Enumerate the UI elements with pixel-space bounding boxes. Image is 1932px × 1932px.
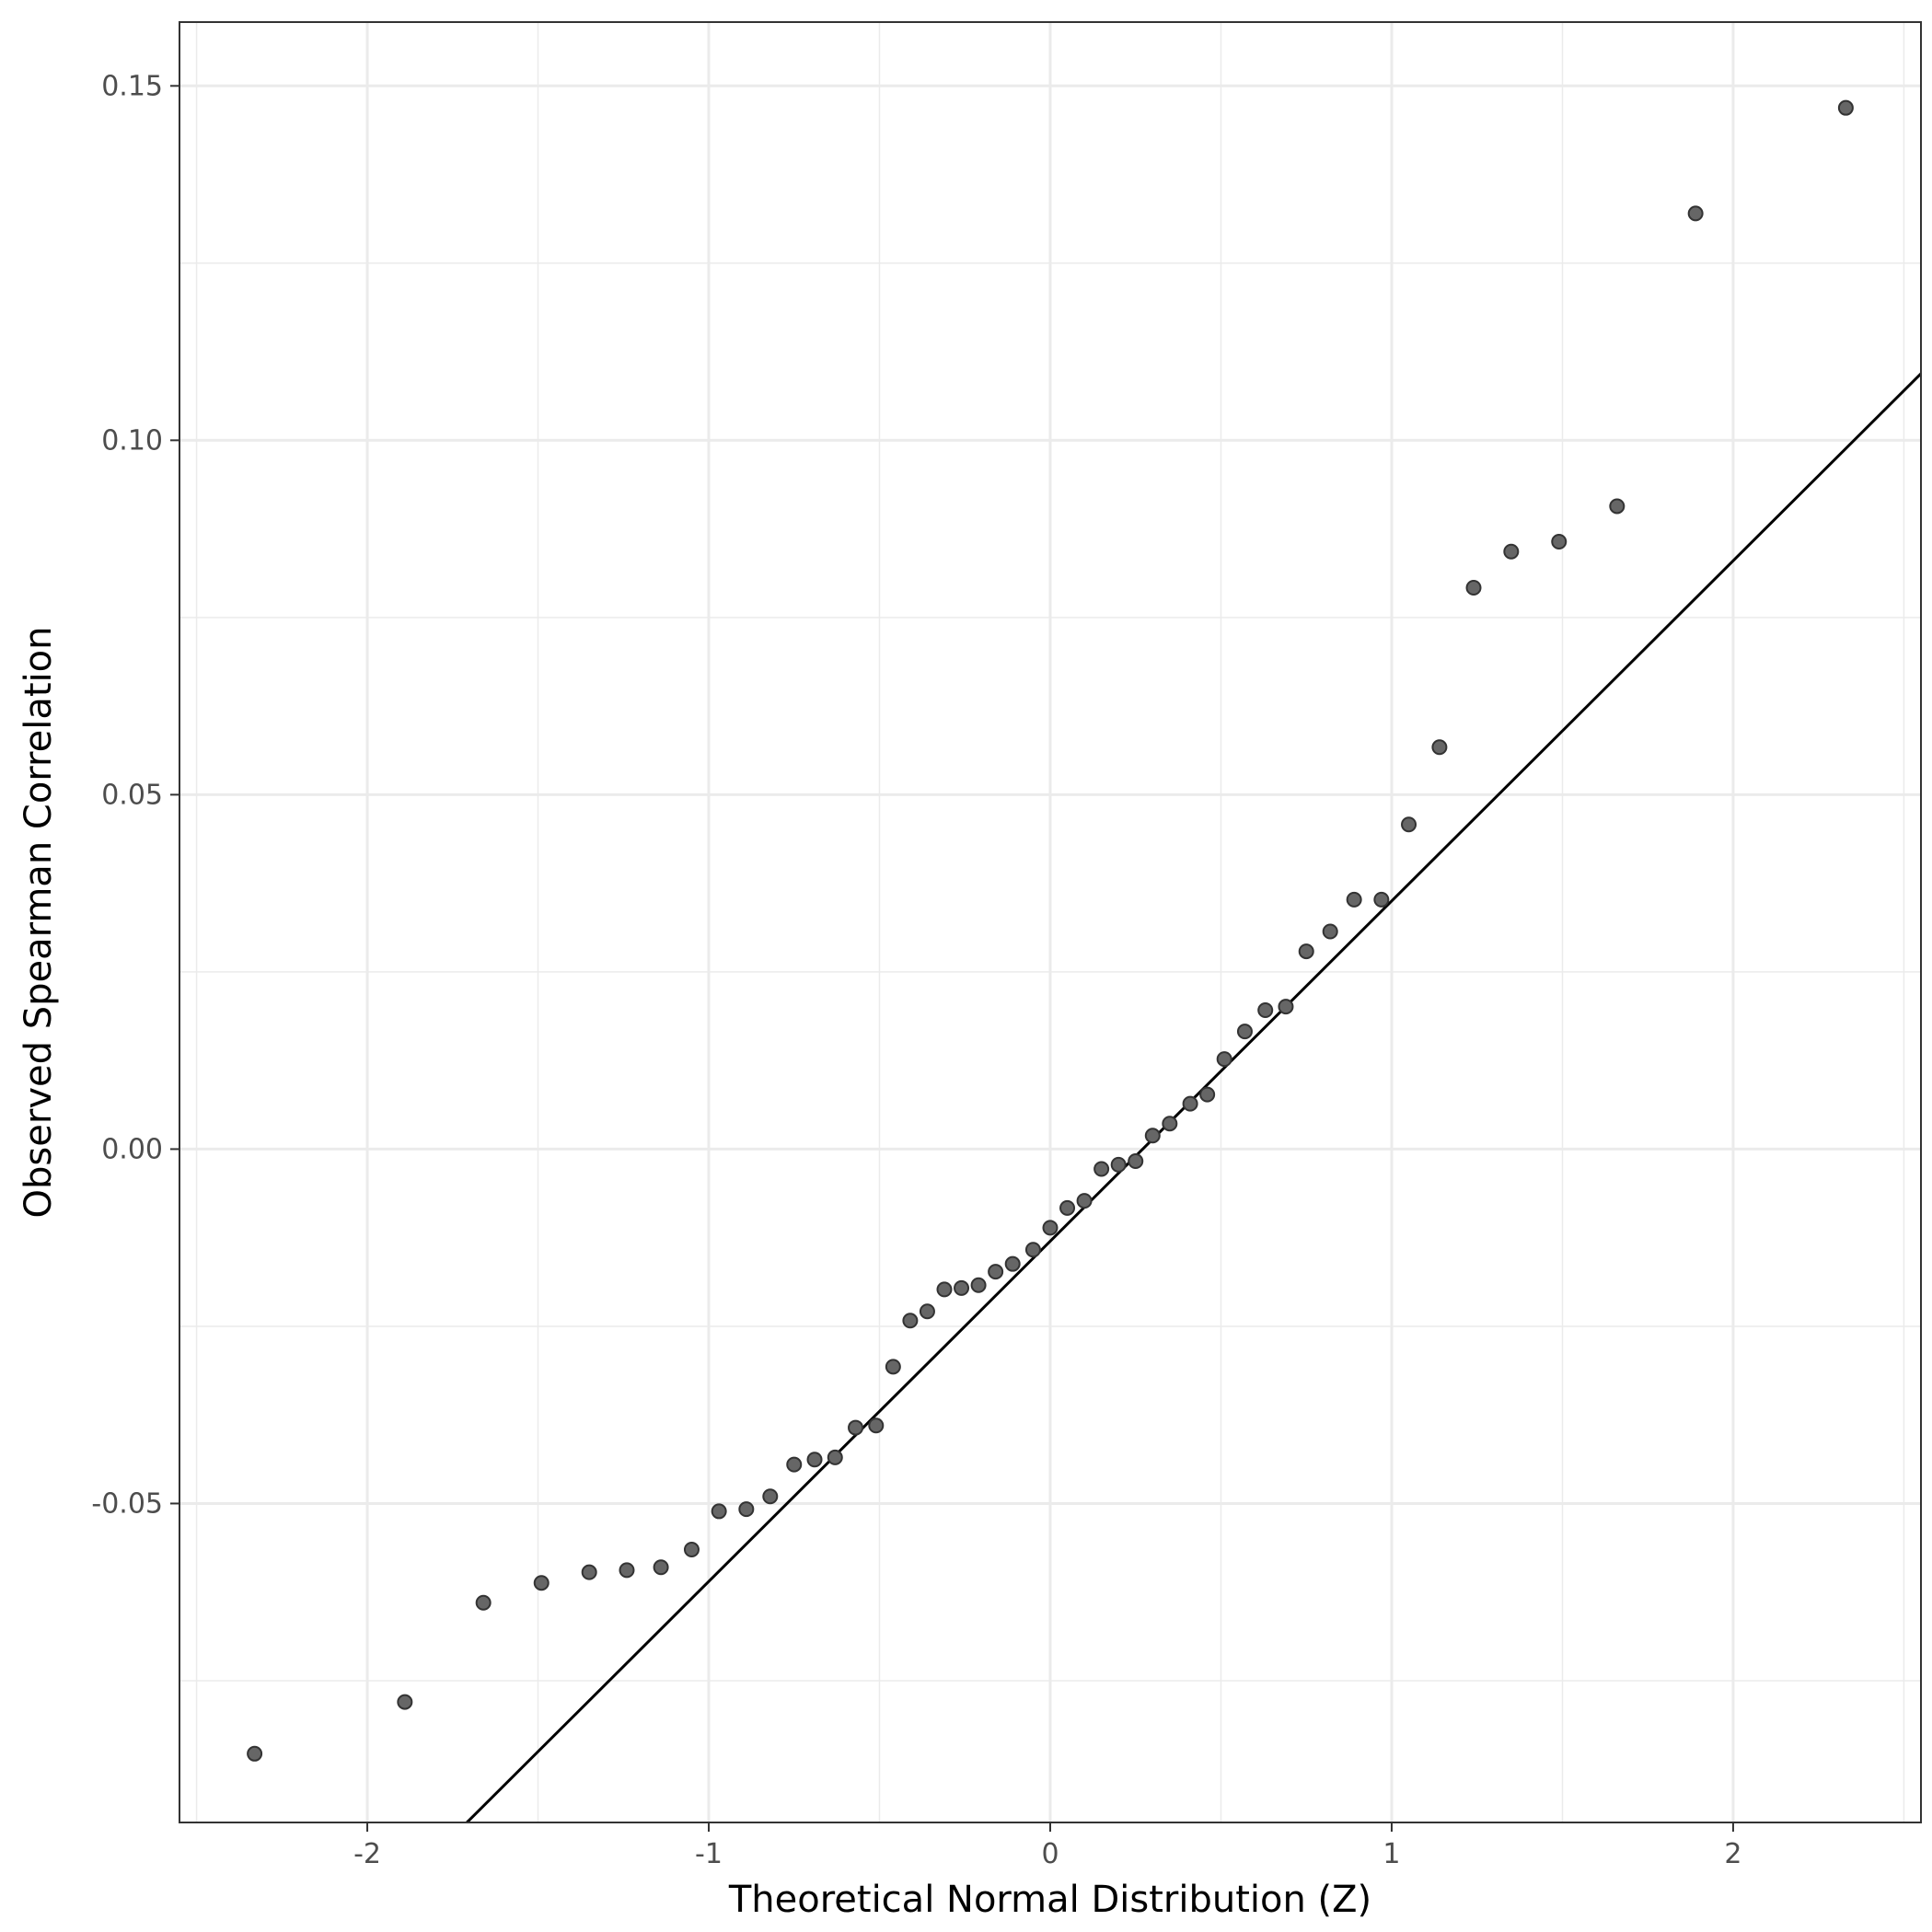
data-point (1401, 816, 1417, 833)
data-point (397, 1694, 413, 1710)
y-tick-label: -0.05 (91, 1487, 163, 1520)
data-point (762, 1488, 779, 1505)
data-point (1182, 1095, 1198, 1112)
data-point (475, 1594, 492, 1611)
data-point (1503, 543, 1520, 560)
data-point (970, 1277, 987, 1293)
data-point (902, 1313, 919, 1329)
data-point (936, 1281, 953, 1298)
data-point (1609, 498, 1625, 515)
y-tick-label: 0.00 (101, 1133, 163, 1165)
data-point (653, 1559, 669, 1576)
data-point (1373, 891, 1390, 908)
data-point (1278, 999, 1294, 1015)
data-point (954, 1279, 970, 1296)
x-axis-title: Theoretical Normal Distribution (Z) (728, 1879, 1371, 1921)
data-point (619, 1562, 635, 1579)
data-point (1042, 1220, 1059, 1236)
data-point (868, 1417, 885, 1434)
data-point (683, 1542, 700, 1558)
data-point (988, 1264, 1004, 1280)
data-point (1551, 533, 1568, 550)
data-point (1004, 1255, 1021, 1272)
data-point (885, 1359, 901, 1375)
y-tick-label: 0.10 (101, 424, 163, 457)
data-point (1093, 1161, 1110, 1177)
data-point (1257, 1001, 1274, 1018)
x-tick-label: 0 (1041, 1838, 1059, 1870)
y-axis: -0.05 0.00 0.05 0.10 0.15 (91, 70, 179, 1520)
data-point (247, 1745, 263, 1762)
data-point (711, 1503, 727, 1520)
data-point (1024, 1242, 1041, 1258)
y-tick-label: 0.15 (101, 70, 163, 102)
data-point (1431, 739, 1448, 756)
data-point (1076, 1193, 1093, 1209)
data-point (806, 1452, 823, 1468)
data-point (1162, 1116, 1178, 1132)
data-point (738, 1501, 755, 1518)
x-tick-label: -1 (695, 1838, 723, 1870)
major-gridlines (179, 22, 1921, 1822)
data-point (786, 1456, 803, 1473)
data-point (581, 1564, 597, 1580)
y-axis-title: Observed Spearman Correlation (17, 627, 60, 1219)
data-point (1465, 580, 1482, 596)
data-point (1059, 1199, 1076, 1216)
x-axis: -2 -1 0 1 2 (353, 1822, 1742, 1870)
data-point (1298, 943, 1314, 960)
data-point (1236, 1024, 1253, 1040)
points-layer (247, 99, 1854, 1762)
data-point (827, 1449, 843, 1465)
data-point (1110, 1156, 1127, 1173)
data-point (533, 1575, 550, 1591)
data-point (1199, 1086, 1216, 1103)
data-point (919, 1303, 935, 1320)
x-tick-label: 1 (1382, 1838, 1400, 1870)
data-point (1216, 1051, 1232, 1068)
data-point (1128, 1153, 1144, 1170)
y-tick-label: 0.05 (101, 779, 163, 811)
data-point (1837, 99, 1854, 116)
data-point (848, 1419, 864, 1436)
data-point (1687, 205, 1704, 222)
data-point (1346, 891, 1362, 908)
data-point (1144, 1128, 1161, 1144)
x-tick-label: 2 (1724, 1838, 1741, 1870)
data-point (1322, 923, 1338, 940)
x-tick-label: -2 (353, 1838, 381, 1870)
